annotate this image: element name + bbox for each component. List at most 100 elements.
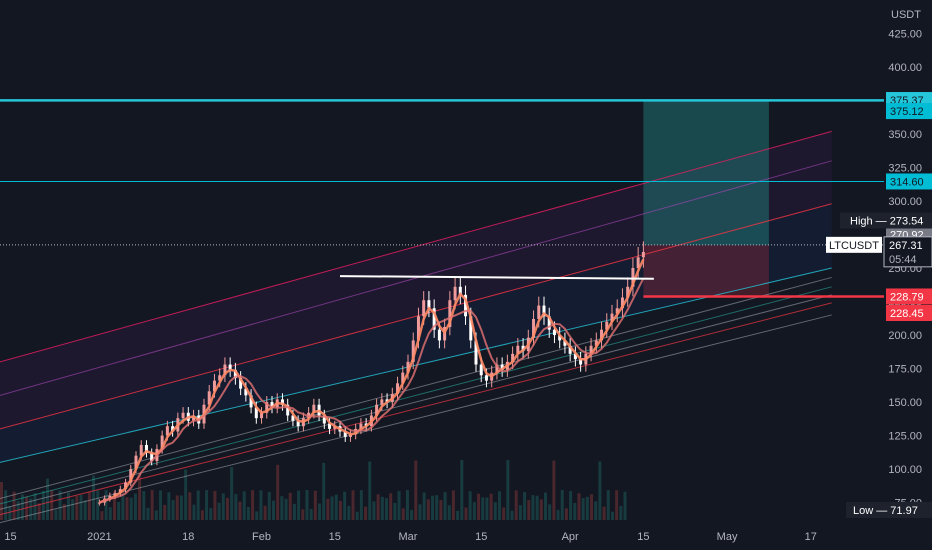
volume-bar (146, 507, 150, 520)
tag-228-45: 228.45 (890, 308, 924, 320)
time-tick-label: May (717, 531, 738, 543)
candle-body (458, 286, 462, 295)
current-symbol: LTCUSDT (829, 240, 879, 252)
volume-bar (334, 494, 338, 520)
volume-bar (472, 502, 476, 520)
volume-bar (376, 494, 380, 520)
time-tick-label: Mar (399, 531, 418, 543)
volume-bar (426, 499, 430, 520)
time-tick-label: 15 (329, 531, 341, 543)
candle-body (437, 329, 441, 341)
volume-bar (46, 478, 50, 520)
candle-body (568, 345, 572, 354)
volume-bar (410, 509, 414, 520)
candle-body (265, 402, 269, 413)
candle-body (254, 407, 258, 419)
candle-body (641, 251, 645, 258)
volume-bar (531, 495, 535, 520)
volume-bar (163, 504, 167, 520)
volume-bar (359, 490, 363, 520)
volume-bar (380, 496, 384, 520)
volume-bar (464, 507, 468, 520)
candle-body (432, 308, 436, 330)
volume-bar (615, 490, 619, 520)
candle-body (401, 372, 405, 384)
candle-body (380, 399, 384, 405)
price-tick-label: 150.00 (888, 397, 922, 409)
volume-bar (539, 499, 543, 520)
volume-bar (255, 511, 259, 520)
candle-body (165, 426, 169, 436)
volume-bar (154, 510, 158, 520)
volume-bar (37, 503, 41, 520)
candle-body (474, 340, 478, 365)
time-axis[interactable]: 15 2021 18 Feb 15 Mar 15 Apr 15 May 17 (4, 531, 817, 543)
volume-bar (548, 504, 552, 520)
candle-body (134, 455, 138, 470)
volume-bar (569, 490, 573, 520)
volume-bar (514, 490, 518, 520)
volume-bar (590, 494, 594, 520)
candle-body (589, 345, 593, 354)
volume-bar (230, 467, 234, 520)
symbol-tag-bg (826, 236, 882, 253)
volume-bar (0, 482, 3, 520)
volume-bar (598, 461, 602, 520)
volume-bar (29, 498, 33, 520)
candle-body (233, 369, 237, 378)
position-loss-zone (643, 245, 769, 297)
volume-bar (523, 492, 527, 520)
volume-bar (510, 510, 514, 520)
volume-bar (560, 490, 564, 520)
candle-body (636, 257, 640, 269)
volume-bar (242, 491, 246, 520)
volume-bar (573, 502, 577, 520)
candle-body (416, 316, 420, 341)
volume-bar (8, 506, 12, 520)
candle-body (620, 297, 624, 309)
volume-bar (485, 497, 489, 520)
candle-body (484, 375, 488, 381)
volume-bar (117, 501, 121, 520)
volume-bar (552, 460, 556, 520)
volume-bar (142, 491, 146, 520)
candle-body (563, 340, 567, 346)
volume-bar (347, 506, 351, 520)
volume-bar (217, 502, 221, 520)
volume-bar (451, 490, 455, 520)
candle-body (579, 359, 583, 365)
volume-bar (389, 493, 393, 520)
volume-bar (418, 504, 422, 520)
tag-228-79-bg (886, 288, 932, 305)
volume-bar (54, 509, 58, 520)
candle-body (218, 375, 222, 381)
volume-bar (104, 490, 108, 520)
volume-bar (200, 510, 204, 520)
candle-body (626, 286, 630, 298)
volume-bar (175, 495, 179, 520)
volume-bar (213, 491, 217, 520)
candle-body (207, 391, 211, 405)
candle-body (411, 340, 415, 362)
volume-bar (477, 493, 481, 520)
volume-bar (221, 493, 225, 520)
candle-body (537, 305, 541, 319)
price-tick-label: 300.00 (888, 196, 922, 208)
volume-bar (322, 462, 326, 520)
volume-bar (405, 490, 409, 520)
volume-bar (87, 491, 91, 520)
volume-bar (112, 491, 116, 520)
candle-body (406, 361, 410, 373)
volume-bar (397, 490, 401, 520)
horizontal-levels (0, 99, 884, 298)
candle-body (610, 313, 614, 322)
candle-body (124, 482, 128, 490)
tag-375-12-bg (886, 103, 932, 120)
volume-bar (50, 490, 54, 520)
volume-bar (225, 497, 229, 520)
volume-bar (439, 500, 443, 520)
candle-body (244, 388, 248, 396)
candle-body (500, 364, 504, 370)
volume-bar (401, 508, 405, 520)
